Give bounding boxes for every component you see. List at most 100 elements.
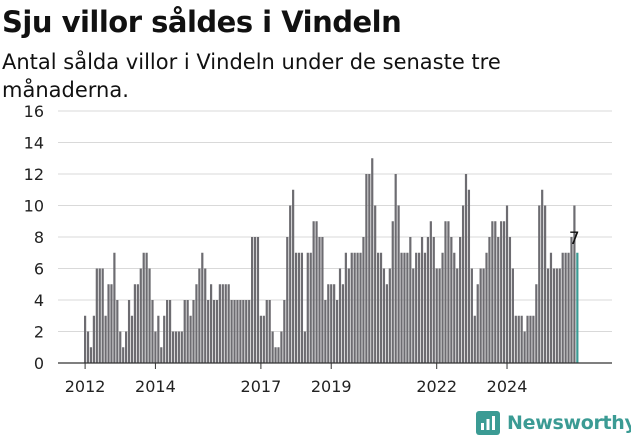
- bar: [259, 315, 262, 363]
- bar: [423, 252, 427, 363]
- bar: [189, 315, 192, 363]
- bar: [207, 300, 210, 363]
- bar: [365, 174, 368, 363]
- bar: [224, 284, 227, 363]
- bar: [174, 331, 178, 363]
- bar: [139, 268, 142, 363]
- bar: [171, 331, 175, 363]
- bar: [394, 174, 397, 363]
- bar: [338, 268, 342, 363]
- bar: [379, 252, 383, 363]
- bar: [271, 331, 274, 363]
- bar: [315, 221, 318, 363]
- bar: [286, 237, 289, 363]
- bar: [192, 300, 195, 363]
- bar: [438, 268, 441, 363]
- bar: [95, 268, 98, 363]
- bar: [242, 300, 245, 363]
- x-tick-label: 2014: [135, 377, 176, 396]
- bar: [426, 237, 430, 363]
- bar: [461, 205, 465, 363]
- bar: [125, 331, 128, 363]
- bar: [573, 205, 576, 363]
- bar: [482, 268, 485, 363]
- bar: [570, 237, 573, 363]
- bar: [511, 268, 514, 363]
- bar: [344, 252, 347, 363]
- bar: [444, 221, 447, 363]
- bar: [236, 300, 239, 363]
- y-tick-label: 4: [34, 291, 44, 310]
- bar: [318, 237, 321, 363]
- bar: [98, 268, 101, 363]
- bar: [400, 252, 403, 363]
- bar: [450, 237, 453, 363]
- bar: [248, 300, 251, 363]
- bar: [350, 252, 353, 363]
- bar: [561, 252, 564, 363]
- bar: [555, 268, 558, 363]
- bar: [151, 300, 154, 363]
- bar: [136, 284, 139, 363]
- bar: [116, 300, 119, 363]
- bar: [544, 205, 547, 363]
- bar: [154, 331, 157, 363]
- bar: [89, 347, 93, 363]
- bar: [409, 237, 412, 363]
- bar: [198, 268, 201, 363]
- bar: [523, 331, 526, 363]
- bar: [546, 268, 550, 363]
- bar: [391, 221, 394, 363]
- bar: [113, 252, 116, 363]
- bar: [335, 300, 339, 363]
- bar: [227, 284, 230, 363]
- bar: [283, 300, 286, 363]
- bar: [532, 315, 535, 363]
- bar: [435, 268, 438, 363]
- bar: [212, 300, 216, 363]
- bar: [520, 315, 523, 363]
- y-axis-labels: 0 2 4 6 8 10 12 14 16: [24, 102, 44, 373]
- x-tick-label: 2012: [65, 377, 106, 396]
- bar: [517, 315, 520, 363]
- bar: [508, 237, 512, 363]
- y-tick-label: 12: [24, 165, 44, 184]
- bar: [549, 252, 553, 363]
- bar: [280, 331, 283, 363]
- bar: [412, 268, 415, 363]
- bar: [341, 284, 345, 363]
- bar-latest: [576, 252, 579, 363]
- y-tick-label: 16: [24, 102, 44, 121]
- bar: [110, 284, 113, 363]
- bar: [163, 315, 166, 363]
- bar: [397, 205, 400, 363]
- bar: [377, 252, 380, 363]
- bar: [166, 300, 169, 363]
- bar: [453, 252, 456, 363]
- bar: [127, 300, 131, 363]
- bar: [262, 315, 265, 363]
- bar: [333, 284, 336, 363]
- bar: [215, 300, 219, 363]
- bar: [541, 189, 544, 363]
- bar: [294, 252, 298, 363]
- bar: [265, 300, 268, 363]
- bar: [406, 252, 409, 363]
- bar: [356, 252, 359, 363]
- bar: [303, 331, 306, 363]
- bar: [362, 237, 365, 363]
- bar: [107, 284, 110, 363]
- bar: [359, 252, 362, 363]
- bar: [388, 268, 391, 363]
- bar: [567, 252, 570, 363]
- bar: [297, 252, 301, 363]
- bar: [382, 268, 386, 363]
- bar: [321, 237, 324, 363]
- bar: [552, 268, 555, 363]
- bar: [467, 189, 471, 363]
- bar: [245, 300, 248, 363]
- last-value-label: 7: [569, 229, 580, 249]
- bar: [479, 268, 482, 363]
- bar: [347, 268, 350, 363]
- bar: [209, 284, 213, 363]
